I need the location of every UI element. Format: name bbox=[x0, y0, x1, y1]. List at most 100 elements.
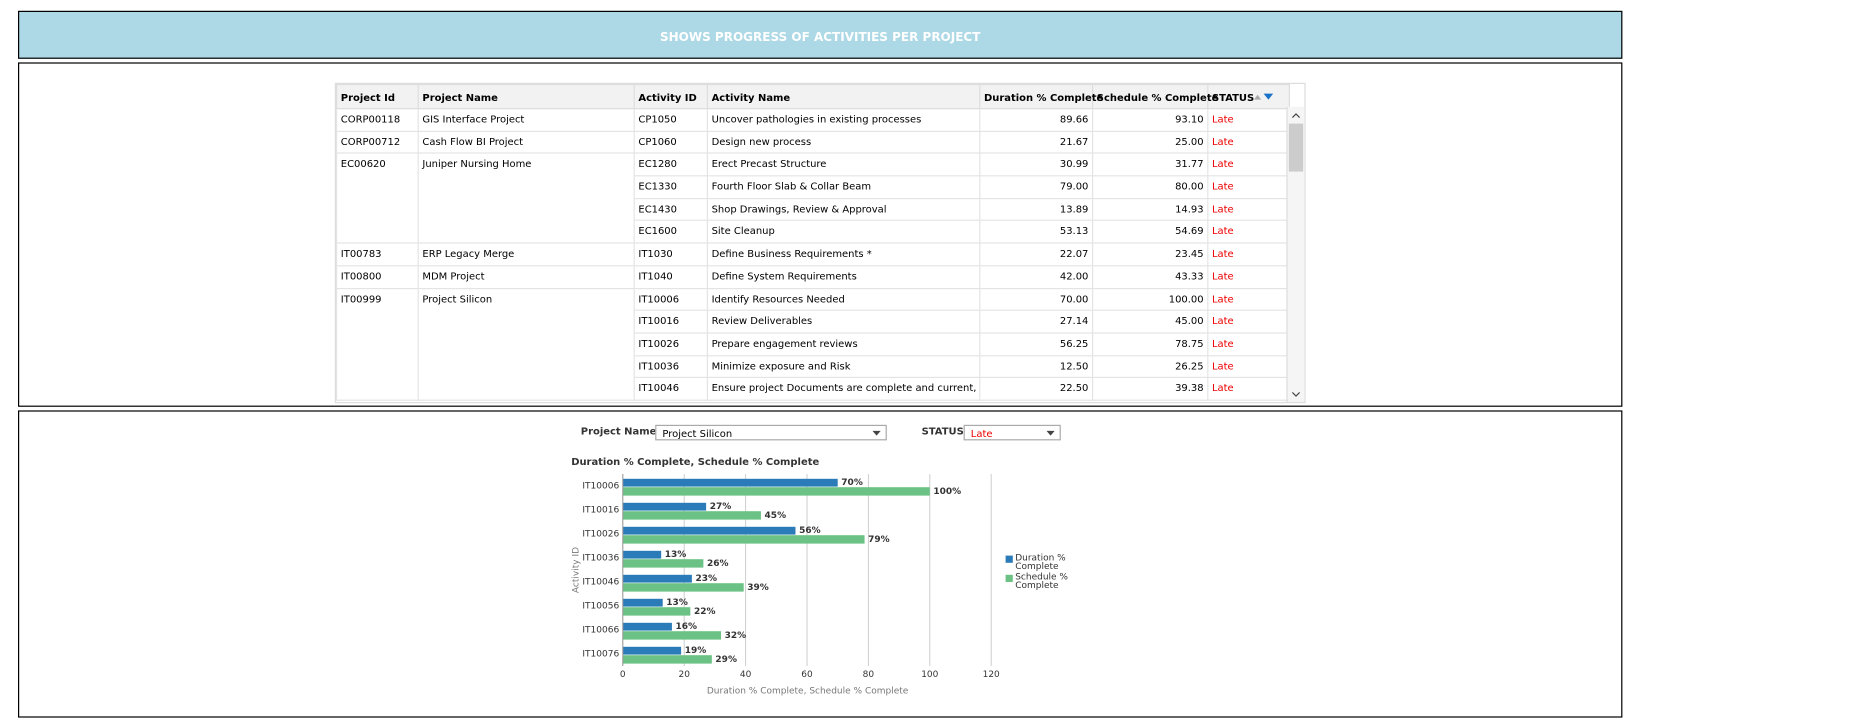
project-id-cell: EC00620 bbox=[336, 152, 419, 244]
legend-item: Schedule % Complete bbox=[1003, 572, 1073, 590]
table-row: CORP00118 GIS Interface Project CP1050 Unco… bbox=[336, 108, 1291, 132]
chart-panel bbox=[18, 410, 1623, 718]
value-label: 32% bbox=[725, 631, 747, 641]
table-row: EC1330 Fourth Floor Slab & Collar Beam 79.… bbox=[337, 175, 1291, 199]
project-id-cell: IT00800 bbox=[336, 264, 419, 289]
x-tick-label: 0 bbox=[620, 670, 626, 680]
activity-name-cell: Design new process bbox=[706, 130, 981, 155]
x-axis-title: Duration % Complete, Schedule % Complete bbox=[707, 687, 909, 697]
activity-name-cell: Site Cleanup bbox=[706, 220, 981, 244]
schedule-cell: 14.93 bbox=[1092, 197, 1209, 222]
bar bbox=[622, 487, 930, 496]
schedule-cell: 23.45 bbox=[1092, 242, 1209, 267]
y-tick-label: IT10006 bbox=[582, 482, 619, 492]
x-tick-label: 20 bbox=[678, 670, 690, 680]
scrollbar[interactable] bbox=[1286, 106, 1305, 403]
duration-cell: 22.50 bbox=[979, 377, 1094, 401]
header-title: SHOWS PROGRESS OF ACTIVITIES PER PROJECT bbox=[18, 10, 1623, 59]
activity-id-cell: IT10006 bbox=[633, 287, 709, 312]
column-header: Project Id bbox=[336, 84, 419, 110]
activity-id-cell: EC1330 bbox=[633, 175, 709, 199]
schedule-cell: 26.25 bbox=[1092, 354, 1209, 379]
value-label: 45% bbox=[765, 511, 787, 521]
y-tick-label: IT10046 bbox=[582, 578, 619, 588]
legend-item: Duration % Complete bbox=[1003, 553, 1073, 570]
activity-id-cell: IT10046 bbox=[633, 377, 709, 401]
duration-cell: 30.99 bbox=[979, 152, 1094, 177]
activity-name-cell: Identify Resources Needed bbox=[706, 287, 981, 312]
activity-name-cell: Review Deliverables bbox=[706, 309, 981, 334]
schedule-cell: 93.10 bbox=[1092, 108, 1209, 132]
value-label: 13% bbox=[665, 550, 687, 560]
status-cell: Late bbox=[1207, 242, 1291, 267]
bar bbox=[622, 526, 796, 535]
status-cell: Late bbox=[1207, 332, 1291, 356]
activity-id-cell: IT1040 bbox=[633, 264, 709, 289]
bar bbox=[622, 511, 761, 520]
column-header: Schedule % Complete bbox=[1092, 84, 1218, 110]
activity-name-cell: Ensure project Documents are complete an… bbox=[706, 377, 981, 401]
sort-icon[interactable] bbox=[1254, 92, 1276, 100]
status-cell: Late bbox=[1207, 108, 1291, 132]
value-label: 100% bbox=[933, 487, 961, 497]
y-tick-label: IT10016 bbox=[582, 506, 619, 516]
bar bbox=[622, 583, 744, 592]
legend-swatch bbox=[1005, 555, 1013, 563]
duration-cell: 27.14 bbox=[979, 309, 1094, 334]
project-select[interactable]: Project Silicon bbox=[655, 424, 887, 441]
status-cell: Late bbox=[1207, 175, 1291, 199]
filter-project: Project Name Project Silicon bbox=[581, 424, 887, 441]
dropdown-arrow bbox=[872, 430, 881, 436]
project-id-cell: IT00999 bbox=[336, 287, 419, 401]
status-cell: Late bbox=[1207, 197, 1291, 222]
table-row: IT10026 Prepare engagement reviews 56.25 78… bbox=[337, 332, 1291, 356]
column-header: Duration % Complete bbox=[979, 84, 1103, 110]
value-label: 22% bbox=[694, 607, 716, 617]
status-cell: Late bbox=[1207, 264, 1291, 289]
table-row: IT00800 MDM Project IT1040 Define System Re… bbox=[336, 264, 1291, 289]
duration-cell: 89.66 bbox=[979, 108, 1094, 132]
bar bbox=[622, 502, 707, 511]
value-label: 29% bbox=[715, 655, 737, 665]
filter-label: STATUS bbox=[921, 424, 964, 437]
header-row: Project Id Project Name Activity ID Activit… bbox=[336, 84, 1291, 110]
value-label: 26% bbox=[707, 559, 729, 569]
filter-status: STATUS Late bbox=[921, 424, 1061, 441]
schedule-cell: 39.38 bbox=[1092, 377, 1209, 401]
status-select[interactable]: Late bbox=[963, 424, 1061, 441]
x-tick-label: 60 bbox=[801, 670, 813, 680]
value-label: 79% bbox=[868, 535, 890, 545]
column-header: Activity Name bbox=[706, 84, 981, 110]
x-tick-label: 120 bbox=[983, 670, 1000, 680]
column-header: STATUS bbox=[1207, 84, 1291, 110]
bar bbox=[622, 607, 691, 616]
data-table: Project Id Project Name Activity ID Activit… bbox=[336, 84, 1291, 401]
schedule-cell: 100.00 bbox=[1092, 287, 1209, 312]
activity-name-cell: Shop Drawings, Review & Approval bbox=[706, 197, 981, 222]
activity-id-cell: IT10026 bbox=[633, 332, 709, 356]
table-row: IT10046 Ensure project Documents are comp… bbox=[337, 377, 1291, 401]
bar bbox=[622, 559, 704, 568]
value-label: 70% bbox=[841, 478, 863, 488]
project-name-cell: Project Silicon bbox=[417, 287, 635, 401]
activity-name-cell: Define System Requirements bbox=[706, 264, 981, 289]
table-row: EC00620 Juniper Nursing Home EC1280 Erect P… bbox=[336, 152, 1291, 244]
status-cell: Late bbox=[1207, 130, 1291, 155]
project-name-cell: ERP Legacy Merge bbox=[417, 242, 635, 267]
y-tick-label: IT10056 bbox=[582, 602, 619, 612]
duration-cell: 79.00 bbox=[979, 175, 1094, 199]
project-name-cell: MDM Project bbox=[417, 264, 635, 289]
activity-id-cell: IT10016 bbox=[633, 309, 709, 334]
schedule-cell: 25.00 bbox=[1092, 130, 1209, 155]
duration-cell: 53.13 bbox=[979, 220, 1094, 244]
x-tick-label: 100 bbox=[921, 670, 938, 680]
legend-label: Duration % Complete bbox=[1015, 552, 1066, 572]
status-cell: Late bbox=[1207, 377, 1291, 401]
bar bbox=[622, 478, 838, 487]
table-row: IT00783 ERP Legacy Merge IT1030 Define Busi… bbox=[336, 242, 1291, 267]
bar bbox=[622, 574, 692, 583]
status-cell: Late bbox=[1207, 152, 1291, 177]
bar bbox=[622, 631, 722, 640]
schedule-cell: 54.69 bbox=[1092, 220, 1209, 244]
